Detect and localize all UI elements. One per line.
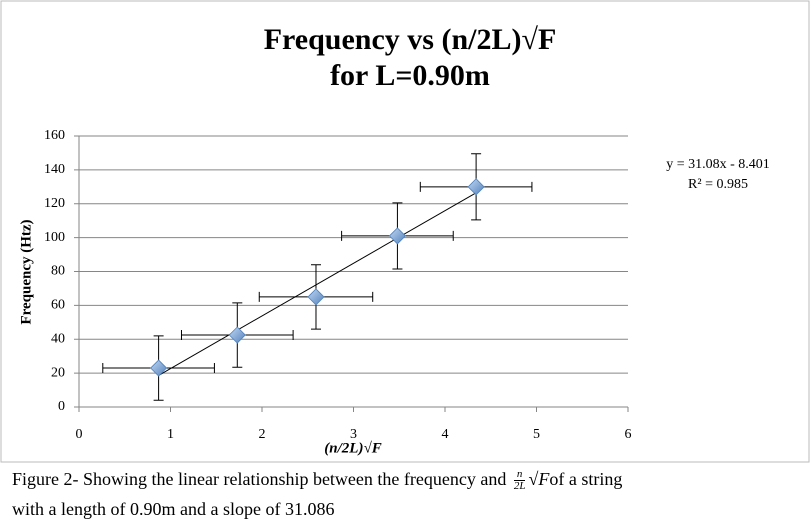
x-tick-label: 1 xyxy=(167,427,174,442)
data-point xyxy=(467,178,485,196)
fraction: n 2L xyxy=(513,469,526,493)
chart-title: Frequency vs (n/2L)√F xyxy=(264,23,557,56)
x-tick-label: 4 xyxy=(442,427,449,442)
chart: Frequency vs (n/2L)√F for L=0.90m (n/2L)… xyxy=(0,0,810,463)
numerator: n xyxy=(513,469,526,482)
x-tick-label: 6 xyxy=(625,427,632,442)
y-tick-label: 40 xyxy=(51,331,65,346)
caption-line: Figure 2- Showing the linear relationshi… xyxy=(12,464,622,494)
denominator: 2L xyxy=(513,480,526,493)
caption-line: with a length of 0.90m and a slope of 31… xyxy=(12,499,335,519)
caption-text: of a string xyxy=(549,469,623,489)
x-tick-label: 2 xyxy=(259,427,266,442)
y-axis-label: Frequency (Htz) xyxy=(18,219,34,324)
trendline-equation: y = 31.08x - 8.401 xyxy=(666,157,770,172)
y-tick-label: 20 xyxy=(51,365,65,380)
caption: Figure 2- Showing the linear relationshi… xyxy=(12,464,622,524)
data-point xyxy=(150,359,168,377)
chart-frame xyxy=(0,0,810,463)
y-tick-label: 60 xyxy=(51,298,65,313)
root: √F xyxy=(528,469,550,489)
y-tick-label: 80 xyxy=(51,264,65,279)
y-tick-label: 160 xyxy=(44,128,65,143)
x-axis-label: (n/2L)√F xyxy=(324,440,381,456)
x-tick-label: 0 xyxy=(76,427,83,442)
x-tick-label: 3 xyxy=(350,427,357,442)
chart-title: for L=0.90m xyxy=(330,59,490,92)
x-tick-label: 5 xyxy=(533,427,540,442)
data-point xyxy=(307,288,325,306)
data-point xyxy=(228,326,246,344)
y-tick-label: 140 xyxy=(44,162,65,177)
trendline-r-squared: R² = 0.985 xyxy=(688,177,748,192)
caption-text: Figure 2- Showing the linear relationshi… xyxy=(12,469,507,489)
y-tick-label: 0 xyxy=(58,399,65,414)
y-tick-label: 100 xyxy=(44,230,65,245)
trendline xyxy=(158,192,477,376)
y-tick-label: 120 xyxy=(44,196,65,211)
data-point xyxy=(388,227,406,245)
